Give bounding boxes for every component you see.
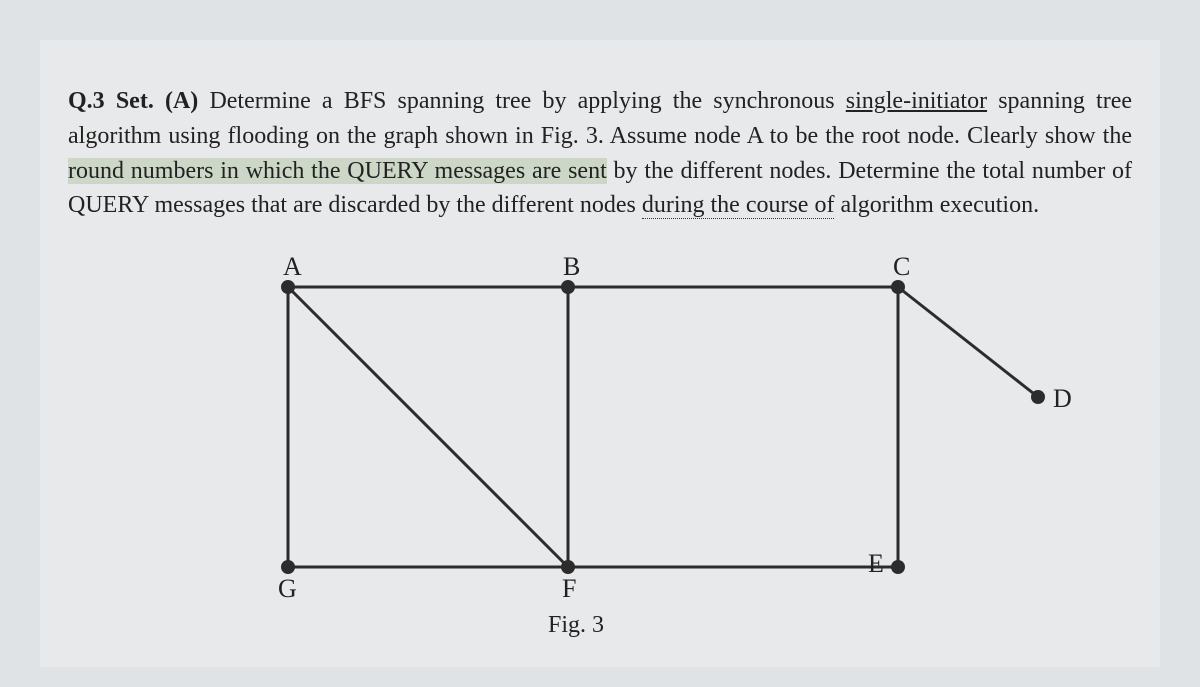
node-label-A: A: [283, 252, 302, 281]
node-C: [891, 280, 905, 294]
q-part4: algorithm execution.: [834, 192, 1039, 218]
q-underlined2: during the course of: [642, 192, 835, 219]
node-label-F: F: [562, 574, 576, 603]
q-highlighted: round numbers in which the QUERY message…: [68, 158, 607, 184]
page: Q.3 Set. (A) Determine a BFS spanning tr…: [40, 40, 1160, 667]
node-label-C: C: [893, 252, 910, 281]
figure-3: A B C D E F G Fig. 3: [68, 247, 1132, 647]
node-F: [561, 560, 575, 574]
node-A: [281, 280, 295, 294]
question-prefix: Q.3 Set. (A): [68, 88, 198, 114]
node-label-D: D: [1053, 384, 1072, 413]
edge-A-F: [288, 287, 568, 567]
node-D: [1031, 390, 1045, 404]
node-G: [281, 560, 295, 574]
edge-C-D: [898, 287, 1038, 397]
figure-caption: Fig. 3: [548, 612, 604, 638]
node-label-E: E: [868, 549, 884, 578]
node-label-G: G: [278, 574, 297, 603]
question-text: Q.3 Set. (A) Determine a BFS spanning tr…: [68, 84, 1132, 223]
graph-svg: A B C D E F G Fig. 3: [68, 247, 1118, 647]
node-E: [891, 560, 905, 574]
q-underlined1: single-initiator: [846, 88, 987, 114]
node-B: [561, 280, 575, 294]
q-part1: Determine a BFS spanning tree by applyin…: [198, 88, 845, 114]
node-label-B: B: [563, 252, 580, 281]
